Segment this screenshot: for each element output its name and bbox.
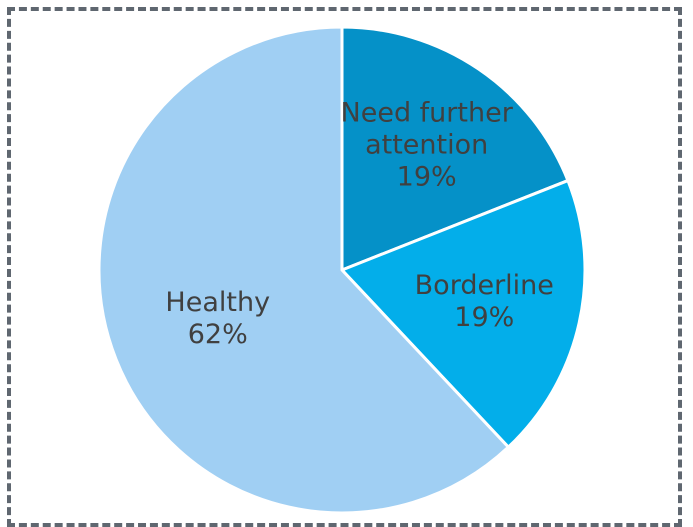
slice-percent-label: 62% — [188, 319, 248, 350]
pie-slice-borderline — [340, 179, 587, 449]
slice-name-label: attention — [365, 129, 488, 160]
slice-name-label: Borderline — [415, 269, 554, 300]
pie-slice-healthy — [97, 25, 510, 515]
slice-percent-label: 19% — [454, 301, 514, 332]
slice-label-need-further-attention: Need further attention 19% — [341, 97, 514, 192]
slice-name-label: Healthy — [165, 287, 270, 318]
slice-label-borderline: Borderline 19% — [415, 269, 554, 332]
slice-name-label: Need further — [341, 97, 514, 128]
slice-labels: Need further attention 19%Borderline 19%Hea… — [165, 97, 553, 350]
slice-percent-label: 19% — [397, 161, 457, 192]
slice-label-healthy: Healthy 62% — [165, 287, 270, 350]
pie-slices — [97, 25, 587, 515]
pie-chart: Need further attention 19%Borderline 19%Hea… — [97, 25, 587, 515]
pie-slice-need-further-attention — [340, 25, 570, 272]
